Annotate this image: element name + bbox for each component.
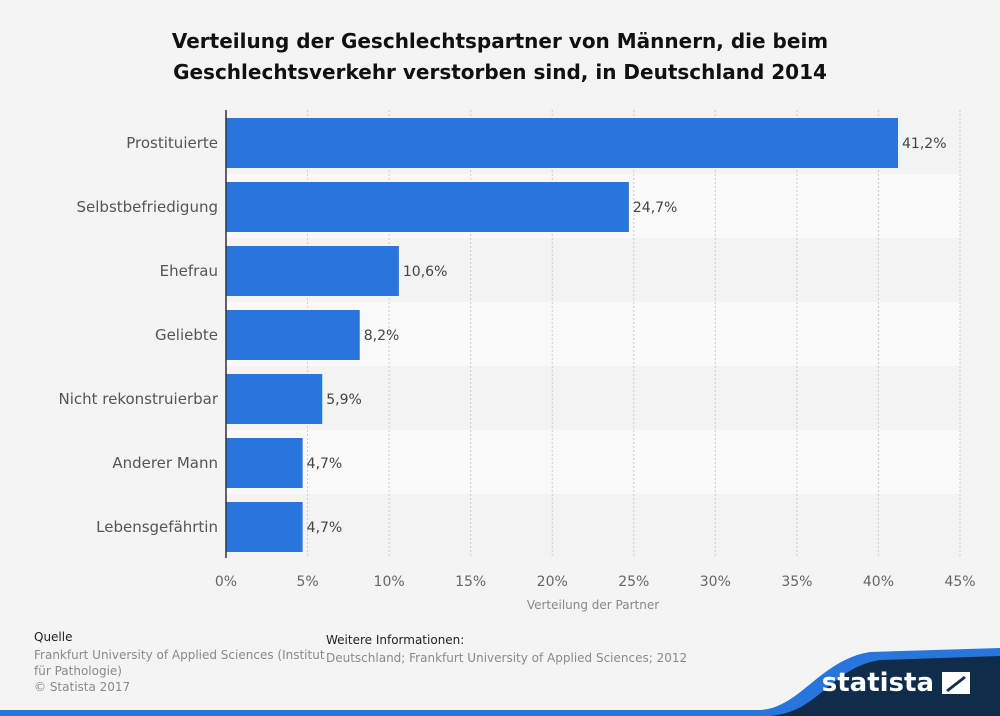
- value-label: 8,2%: [364, 328, 400, 344]
- value-label: 4,7%: [307, 520, 343, 536]
- category-label: Lebensgefährtin: [96, 518, 218, 536]
- logo-text: statista: [821, 668, 934, 698]
- x-tick-label: 5%: [296, 574, 318, 590]
- category-label: Selbstbefriedigung: [77, 198, 218, 216]
- category-label: Nicht rekonstruierbar: [58, 390, 218, 408]
- x-tick-label: 30%: [700, 574, 731, 590]
- statista-logo[interactable]: statista: [822, 668, 970, 698]
- bar: [226, 246, 399, 296]
- bar: [226, 502, 303, 552]
- x-tick-label: 45%: [944, 574, 975, 590]
- row-band: [226, 366, 960, 430]
- info-heading: Weitere Informationen:: [326, 633, 465, 647]
- x-tick-label: 0%: [215, 574, 237, 590]
- title-line-1: Verteilung der Geschlechtspartner von Mä…: [171, 29, 829, 53]
- x-tick-label: 20%: [537, 574, 568, 590]
- statista-logo-icon: [942, 672, 970, 694]
- bar: [226, 310, 360, 360]
- x-tick-label: 35%: [781, 574, 812, 590]
- info-text: Deutschland; Frankfurt University of App…: [326, 651, 688, 665]
- value-label: 41,2%: [902, 136, 946, 152]
- x-tick-label: 10%: [374, 574, 405, 590]
- copyright: © Statista 2017: [34, 680, 131, 694]
- x-tick-label: 40%: [863, 574, 894, 590]
- row-band: [226, 494, 960, 558]
- x-tick-label: 25%: [618, 574, 649, 590]
- value-label: 24,7%: [633, 200, 677, 216]
- value-label: 10,6%: [403, 264, 447, 280]
- bar: [226, 374, 323, 424]
- category-label: Ehefrau: [160, 262, 218, 280]
- source-text: Frankfurt University of Applied Sciences…: [34, 648, 325, 678]
- value-label: 5,9%: [326, 392, 362, 408]
- footer-wave-navy: [770, 656, 1000, 716]
- title-line-2: Geschlechtsverkehr verstorben sind, in D…: [173, 60, 827, 84]
- bar: [226, 118, 899, 168]
- category-label: Prostituierte: [126, 134, 218, 152]
- value-label: 4,7%: [307, 456, 343, 472]
- bar: [226, 182, 629, 232]
- x-axis-title: Verteilung der Partner: [527, 598, 659, 612]
- source-heading: Quelle: [34, 630, 73, 644]
- source-block: Frankfurt University of Applied Sciences…: [34, 647, 334, 695]
- row-band: [226, 430, 960, 494]
- category-label: Anderer Mann: [112, 454, 218, 472]
- x-tick-label: 15%: [455, 574, 486, 590]
- chart-title: Verteilung der Geschlechtspartner von Mä…: [0, 26, 1000, 88]
- bar: [226, 438, 303, 488]
- category-label: Geliebte: [155, 326, 218, 344]
